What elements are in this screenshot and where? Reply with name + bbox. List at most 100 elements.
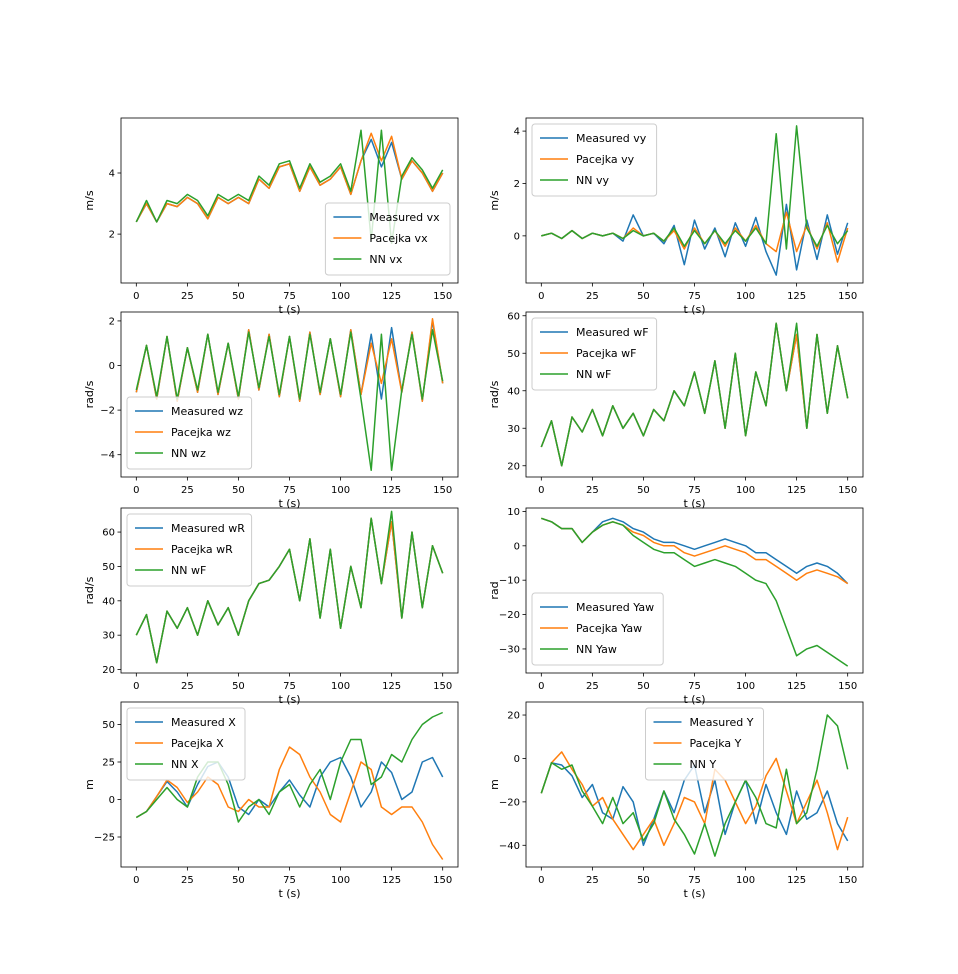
x-axis-label: t (s): [683, 497, 705, 510]
legend-entry: Pacejka vy: [576, 153, 635, 166]
x-tick-label: 0: [538, 681, 544, 692]
x-tick-label: 25: [181, 875, 194, 886]
legend-entry: Measured vx: [369, 211, 440, 224]
x-tick-label: 50: [637, 875, 650, 886]
y-tick-label: 40: [507, 386, 520, 397]
y-tick-label: 2: [514, 179, 520, 190]
x-tick-label: 150: [433, 875, 452, 886]
series-line-3: [541, 125, 849, 250]
y-tick-label: 20: [507, 711, 520, 722]
legend-entry: Pacejka wz: [171, 426, 231, 439]
legend-entry: Measured wF: [576, 326, 649, 339]
y-tick-label: −20: [499, 610, 520, 621]
x-tick-label: 125: [382, 485, 401, 496]
legend-entry: Pacejka Yaw: [576, 622, 642, 635]
x-axis-label: t (s): [278, 303, 300, 316]
y-tick-label: 20: [507, 461, 520, 472]
x-tick-label: 75: [283, 291, 296, 302]
legend-entry: NN Y: [690, 758, 717, 771]
series-line-3: [135, 510, 444, 664]
x-tick-label: 50: [232, 681, 245, 692]
legend-entry: Measured Y: [690, 716, 754, 729]
legend-entry: NN vy: [576, 174, 609, 187]
y-axis-label: rad/s: [488, 380, 501, 408]
x-tick-label: 75: [283, 875, 296, 886]
series-line-2: [541, 517, 849, 585]
x-tick-label: 50: [232, 485, 245, 496]
y-tick-label: −25: [94, 833, 115, 844]
y-axis-label: m/s: [488, 190, 501, 210]
x-tick-label: 100: [331, 875, 350, 886]
legend-box: [531, 317, 658, 391]
legend-entry: Pacejka wF: [576, 347, 637, 360]
y-tick-label: 4: [514, 127, 520, 138]
legend: Measured Y Pacejka Y NN Y: [645, 707, 764, 781]
y-tick-label: −4: [100, 450, 115, 461]
y-tick-label: −20: [499, 797, 520, 808]
x-tick-label: 100: [331, 291, 350, 302]
legend-box: [126, 707, 246, 781]
y-tick-label: 0: [109, 795, 115, 806]
series-line-3: [135, 329, 444, 472]
legend-entry: Pacejka Y: [690, 737, 742, 750]
subplot-8: 0 25 50 75 100 125 150 −40 −20 0 20 t (s) m Measured …: [488, 701, 864, 900]
y-axis-label: rad/s: [83, 576, 96, 604]
legend: Measured wR Pacejka wR NN wF: [126, 513, 253, 587]
y-tick-label: −30: [499, 644, 520, 655]
y-tick-label: −10: [499, 576, 520, 587]
y-tick-label: 20: [102, 665, 115, 676]
x-tick-label: 150: [433, 485, 452, 496]
x-tick-label: 0: [133, 681, 139, 692]
x-tick-label: 150: [838, 291, 857, 302]
series-line-1: [541, 517, 849, 585]
x-tick-label: 150: [838, 875, 857, 886]
legend: Measured vy Pacejka vy NN vy: [531, 123, 658, 197]
x-tick-label: 125: [787, 875, 806, 886]
series-line-3: [135, 711, 444, 823]
x-tick-label: 50: [232, 875, 245, 886]
legend-entry: Measured vy: [576, 132, 647, 145]
x-tick-label: 75: [283, 485, 296, 496]
y-tick-label: 60: [102, 528, 115, 539]
legend-box: [126, 396, 253, 470]
y-tick-label: 50: [102, 562, 115, 573]
x-tick-label: 125: [382, 291, 401, 302]
y-tick-label: 2: [109, 230, 115, 241]
series-line-3: [541, 517, 849, 667]
legend-entry: NN wz: [171, 447, 206, 460]
x-axis-label: t (s): [278, 887, 300, 900]
y-tick-label: −40: [499, 841, 520, 852]
legend-entry: Measured wz: [171, 405, 243, 418]
subplot-2: 0 25 50 75 100 125 150 0 2 4 t (s) m/s Measured vy Pa…: [488, 117, 864, 316]
x-tick-label: 0: [538, 485, 544, 496]
x-tick-label: 75: [688, 485, 701, 496]
legend-entry: NN X: [171, 758, 199, 771]
y-axis-label: m/s: [83, 190, 96, 210]
x-tick-label: 125: [787, 485, 806, 496]
x-tick-label: 150: [433, 291, 452, 302]
legend: Measured vx Pacejka vx NN vx: [324, 202, 451, 276]
legend: Measured wz Pacejka wz NN wz: [126, 396, 253, 470]
legend: Measured wF Pacejka wF NN wF: [531, 317, 658, 391]
legend-entry: NN wF: [576, 368, 611, 381]
series-line-3: [540, 714, 849, 857]
y-axis-label: m: [488, 779, 501, 790]
x-axis-label: t (s): [278, 497, 300, 510]
subplot-6: 0 25 50 75 100 125 150 −30 −20 −10 0 10 t (s) rad Meas…: [488, 507, 864, 706]
y-tick-label: 0: [514, 541, 520, 552]
x-tick-label: 25: [586, 681, 599, 692]
x-tick-label: 25: [181, 291, 194, 302]
y-tick-label: 25: [102, 758, 115, 769]
x-tick-label: 125: [787, 291, 806, 302]
x-axis-label: t (s): [683, 887, 705, 900]
legend: Measured Yaw Pacejka Yaw NN Yaw: [531, 592, 664, 666]
x-tick-label: 50: [637, 681, 650, 692]
y-tick-label: 60: [507, 311, 520, 322]
legend-entry: Pacejka X: [171, 737, 224, 750]
x-tick-label: 25: [181, 681, 194, 692]
series-line-2: [135, 132, 444, 223]
legend-entry: NN wF: [171, 564, 206, 577]
subplot-1: 0 25 50 75 100 125 150 2 4 t (s) m/s Measured vx Pac…: [83, 117, 459, 316]
legend-box: [531, 592, 664, 666]
